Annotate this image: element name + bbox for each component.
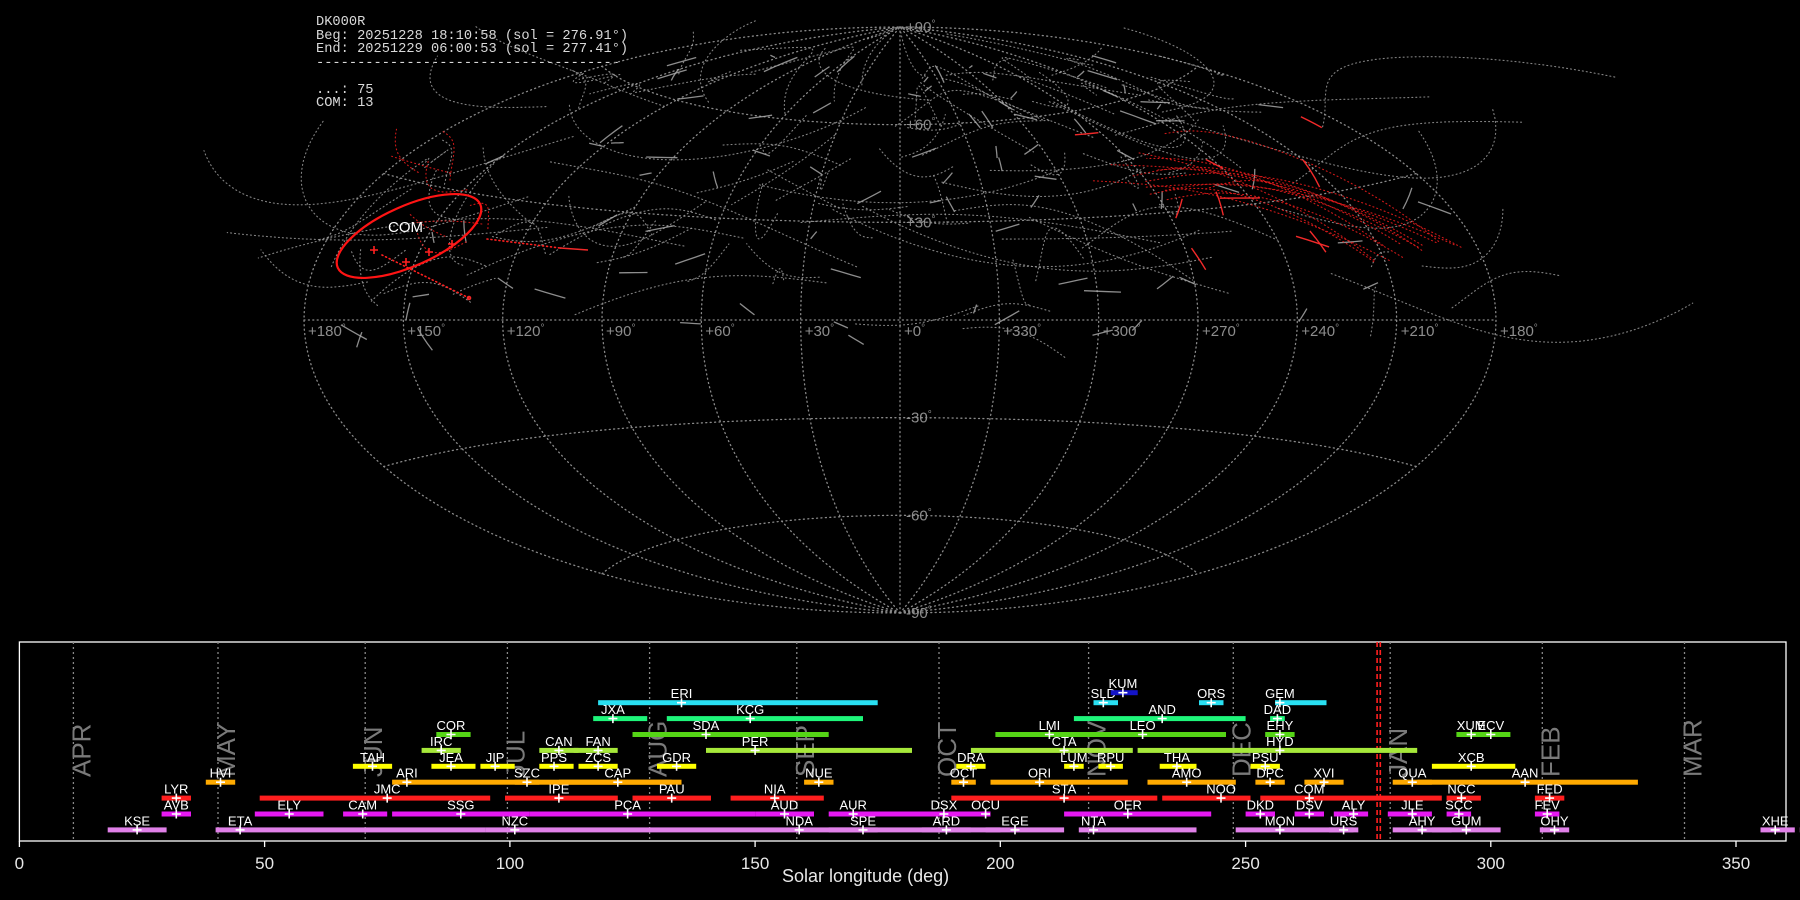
svg-text:KSE: KSE <box>124 813 150 828</box>
svg-text:ALY: ALY <box>1342 798 1366 813</box>
svg-text:LUM: LUM <box>1060 750 1087 765</box>
svg-text:PER: PER <box>742 734 769 749</box>
svg-text:350: 350 <box>1722 854 1750 873</box>
svg-text:AND: AND <box>1148 702 1175 717</box>
svg-text:+300°: +300° <box>1103 323 1141 340</box>
svg-text:URS: URS <box>1330 813 1358 828</box>
svg-text:ARI: ARI <box>396 766 418 781</box>
svg-text:AVB: AVB <box>164 798 189 813</box>
svg-text:ERI: ERI <box>671 686 693 701</box>
svg-text:XHE: XHE <box>1762 813 1789 828</box>
svg-text:LYR: LYR <box>164 782 188 797</box>
svg-text:JMC: JMC <box>374 782 401 797</box>
svg-text:FAN: FAN <box>585 734 610 749</box>
svg-text:EGE: EGE <box>1001 813 1029 828</box>
svg-text:JIP: JIP <box>486 750 505 765</box>
svg-text:COR: COR <box>437 718 466 733</box>
svg-text:SPE: SPE <box>850 813 876 828</box>
svg-text:NTA: NTA <box>1081 813 1106 828</box>
svg-text:+120°: +120° <box>507 323 545 340</box>
svg-text:MON: MON <box>1265 813 1295 828</box>
svg-text:GUM: GUM <box>1451 813 1481 828</box>
svg-text:AUR: AUR <box>839 798 866 813</box>
svg-text:COM: COM <box>1294 782 1324 797</box>
svg-text:ZCS: ZCS <box>585 750 611 765</box>
svg-text:+210°: +210° <box>1401 323 1439 340</box>
svg-text:CAN: CAN <box>545 734 572 749</box>
svg-text:KUM: KUM <box>1108 676 1137 691</box>
svg-text:NIA: NIA <box>764 782 786 797</box>
svg-text:APR: APR <box>66 724 96 777</box>
svg-text:DAD: DAD <box>1264 702 1291 717</box>
svg-text:MAR: MAR <box>1678 719 1708 777</box>
svg-text:+150°: +150° <box>407 323 445 340</box>
svg-text:250: 250 <box>1231 854 1259 873</box>
svg-text:300: 300 <box>1477 854 1505 873</box>
svg-text:0: 0 <box>15 854 24 873</box>
svg-text:DKD: DKD <box>1247 798 1274 813</box>
svg-text:SCC: SCC <box>1445 798 1472 813</box>
svg-text:EHY: EHY <box>1267 718 1294 733</box>
svg-text:DPC: DPC <box>1256 766 1283 781</box>
svg-text:COM: COM <box>388 219 423 236</box>
svg-text:ETA: ETA <box>228 813 253 828</box>
svg-text:AMO: AMO <box>1172 766 1202 781</box>
svg-text:FED: FED <box>1537 782 1563 797</box>
svg-text:+180°: +180° <box>1500 323 1538 340</box>
svg-text:HVI: HVI <box>210 766 232 781</box>
svg-text:NUE: NUE <box>805 766 833 781</box>
svg-text:ORI: ORI <box>1028 766 1051 781</box>
svg-text:FEV: FEV <box>1535 798 1561 813</box>
svg-text:ORS: ORS <box>1197 686 1226 701</box>
svg-text:SZC: SZC <box>514 766 540 781</box>
svg-text:+240°: +240° <box>1301 323 1339 340</box>
svg-text:FEB: FEB <box>1535 726 1565 777</box>
svg-text:AHY: AHY <box>1409 813 1436 828</box>
svg-text:XCB: XCB <box>1458 750 1485 765</box>
svg-text:+330°: +330° <box>1003 323 1041 340</box>
svg-text:NZC: NZC <box>501 813 528 828</box>
svg-text:NDA: NDA <box>785 813 813 828</box>
svg-text:+30°: +30° <box>805 323 834 340</box>
svg-text:CAP: CAP <box>604 766 631 781</box>
svg-text:+90°: +90° <box>606 323 635 340</box>
svg-text:PSU: PSU <box>1252 750 1279 765</box>
svg-text:XVI: XVI <box>1314 766 1335 781</box>
svg-text:GEM: GEM <box>1265 686 1295 701</box>
svg-text:PAU: PAU <box>659 782 685 797</box>
svg-text:+270°: +270° <box>1202 323 1240 340</box>
svg-text:LEO: LEO <box>1130 718 1156 733</box>
svg-text:-30°: -30° <box>906 410 932 427</box>
svg-text:+180°: +180° <box>308 323 346 340</box>
svg-text:+0°: +0° <box>904 323 925 340</box>
svg-text:RPU: RPU <box>1097 750 1124 765</box>
svg-text:JEA: JEA <box>439 750 463 765</box>
svg-text:KCG: KCG <box>736 702 764 717</box>
svg-text:GDR: GDR <box>662 750 691 765</box>
svg-text:+60°: +60° <box>705 323 734 340</box>
svg-text:NOO: NOO <box>1206 782 1236 797</box>
svg-text:OER: OER <box>1114 798 1142 813</box>
svg-text:150: 150 <box>741 854 769 873</box>
svg-text:200: 200 <box>986 854 1014 873</box>
svg-text:AAN: AAN <box>1512 766 1539 781</box>
svg-text:100: 100 <box>496 854 524 873</box>
svg-text:+90°: +90° <box>906 19 935 36</box>
svg-text:JLE: JLE <box>1401 798 1424 813</box>
svg-text:SSG: SSG <box>447 798 474 813</box>
svg-text:OHY: OHY <box>1540 813 1569 828</box>
svg-text:-90°: -90° <box>906 605 932 620</box>
svg-text:50: 50 <box>255 854 274 873</box>
svg-text:QUA: QUA <box>1398 766 1427 781</box>
svg-text:TAH: TAH <box>360 750 385 765</box>
svg-text:+60°: +60° <box>906 117 935 134</box>
svg-text:ARD: ARD <box>933 813 960 828</box>
svg-text:DSV: DSV <box>1296 798 1323 813</box>
svg-text:ECV: ECV <box>1477 718 1504 733</box>
svg-text:PPS: PPS <box>541 750 567 765</box>
svg-text:-60°: -60° <box>906 507 932 524</box>
svg-text:+30°: +30° <box>906 214 935 231</box>
svg-text:LMI: LMI <box>1039 718 1061 733</box>
